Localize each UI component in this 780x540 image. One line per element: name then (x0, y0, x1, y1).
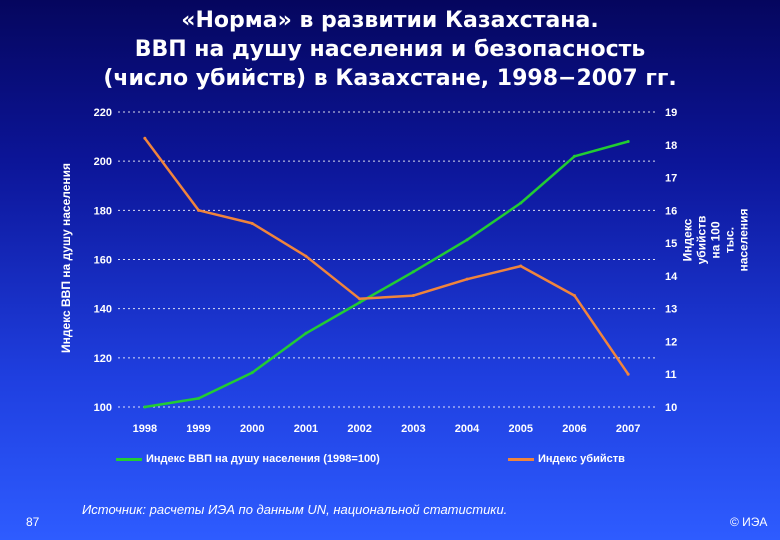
legend-label-murder: Индекс убийств (538, 453, 625, 465)
x-tick-label: 2006 (562, 423, 586, 435)
gdp-data-point (572, 154, 576, 158)
gdp-data-point (143, 405, 147, 409)
murder-data-point (465, 277, 469, 281)
title-line-3: (число убийств) в Казахстане, 1998−2007 … (103, 66, 677, 91)
murder-data-point (572, 294, 576, 298)
y-right-tick-label: 16 (665, 205, 677, 217)
y-left-tick-label: 220 (94, 107, 112, 119)
y-right-tick-label: 14 (665, 271, 678, 283)
gdp-data-point (465, 238, 469, 242)
x-tick-label: 2002 (347, 423, 371, 435)
y-right-tick-label: 10 (665, 402, 677, 414)
murder-data-point (304, 254, 308, 258)
gdp-data-point (519, 201, 523, 205)
slide-title: «Норма» в развитии Казахстана. ВВП на ду… (40, 6, 740, 93)
y-right-tick-label: 19 (665, 107, 677, 119)
y-right-tick-label: 13 (665, 304, 677, 316)
y-right-tick-label: 17 (665, 173, 677, 185)
x-tick-label: 2005 (509, 423, 533, 435)
murder-data-point (197, 208, 201, 212)
gdp-data-point (197, 396, 201, 400)
y-axis-left-label-box: Индекс ВВП на душу населения (56, 118, 76, 398)
y-right-tick-label: 15 (665, 238, 677, 250)
legend-label-gdp: Индекс ВВП на душу населения (1998=100) (146, 453, 380, 465)
y-left-tick-label: 180 (94, 205, 112, 217)
y-right-tick-label: 11 (665, 369, 677, 381)
title-line-2: ВВП на душу населения и безопасность (134, 37, 646, 62)
x-tick-label: 2001 (294, 423, 318, 435)
gdp-series-line (143, 140, 630, 409)
x-tick-label: 2004 (455, 423, 480, 435)
gdp-data-point (411, 270, 415, 274)
gdp-data-point (626, 140, 630, 143)
x-tick-label: 1998 (133, 423, 157, 435)
y-right-tick-label: 12 (665, 336, 677, 348)
y-axis-left-label: Индекс ВВП на душу населения (59, 162, 73, 354)
murder-data-point (358, 297, 362, 301)
gdp-data-point (250, 371, 254, 375)
y-left-tick-label: 100 (94, 402, 112, 414)
gdp-data-point (358, 301, 362, 305)
x-tick-label: 2007 (616, 423, 640, 435)
y-axis-right-label-box: Индекс убийств на 100 тыс. населения (681, 115, 751, 365)
page-number: 87 (26, 515, 40, 529)
y-axis-right-label: Индекс убийств на 100 тыс. населения (681, 208, 751, 272)
y-right-tick-label: 18 (665, 140, 677, 152)
x-tick-label: 2000 (240, 423, 264, 435)
y-left-tick-label: 160 (94, 255, 112, 267)
x-tick-label: 1999 (186, 423, 210, 435)
murder-data-point (626, 372, 630, 376)
murder-data-point (250, 221, 254, 225)
murder-data-point (519, 264, 523, 268)
y-left-tick-label: 140 (94, 304, 112, 316)
legend-swatch-gdp (116, 457, 142, 461)
murder-data-point (143, 136, 147, 140)
gdp-data-point (304, 331, 308, 335)
legend-item-gdp: Индекс ВВП на душу населения (1998=100) (116, 451, 380, 467)
source-note: Источник: расчеты ИЭА по данным UN, наци… (82, 502, 508, 517)
murder-data-point (411, 294, 415, 298)
murder-series-line (143, 136, 630, 376)
copyright: © ИЭА (730, 515, 768, 529)
title-line-1: «Норма» в развитии Казахстана. (181, 8, 599, 33)
legend-swatch-murder (508, 457, 534, 461)
legend-item-murder: Индекс убийств (508, 451, 625, 467)
y-left-tick-label: 200 (94, 156, 112, 168)
y-left-tick-label: 120 (94, 353, 112, 365)
x-tick-label: 2003 (401, 423, 425, 435)
